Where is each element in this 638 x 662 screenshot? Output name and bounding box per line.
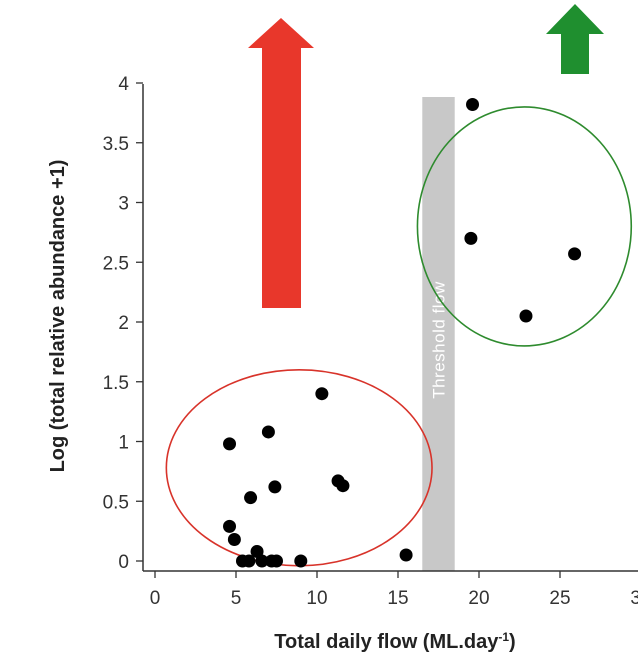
x-tick-label: 10 (306, 588, 327, 609)
x-tick-label: 30 (630, 588, 638, 609)
threshold-label: Threshold flow (430, 281, 449, 399)
x-tick-label: 25 (549, 588, 570, 609)
data-point (519, 309, 533, 323)
y-tick-label: 3 (118, 194, 129, 215)
x-tick-label: 5 (231, 588, 242, 609)
data-point (255, 554, 269, 568)
y-tick-label: 1.5 (103, 373, 129, 394)
x-tick-label: 20 (468, 588, 489, 609)
y-tick-label: 4 (118, 74, 129, 95)
data-point (223, 437, 237, 451)
data-point (399, 548, 413, 562)
data-point (244, 491, 258, 505)
data-point (268, 480, 282, 494)
y-tick-label: 0 (118, 552, 129, 573)
data-point (261, 425, 275, 439)
data-point (464, 231, 478, 245)
x-axis-title: Total daily flow (ML.day-1) (274, 630, 515, 653)
data-point (223, 519, 237, 533)
data-point (568, 247, 582, 261)
data-point (270, 554, 283, 568)
y-axis-title: Log (total relative abundance +1) (47, 160, 69, 473)
y-tick-label: 1 (118, 433, 129, 454)
data-point (336, 479, 350, 493)
green-up-arrow-icon (546, 4, 604, 74)
data-point (250, 544, 264, 558)
y-tick-label: 3.5 (103, 134, 129, 155)
y-tick-label: 2.5 (103, 253, 129, 274)
high-group-ellipse (416, 106, 633, 347)
low-group-ellipse (165, 369, 433, 567)
data-point (227, 532, 241, 546)
data-point (242, 554, 256, 568)
data-point (294, 554, 308, 568)
red-up-arrow-icon (248, 18, 314, 308)
y-tick-label: 2 (118, 313, 129, 334)
y-tick-label: 0.5 (103, 492, 129, 513)
x-tick-label: 15 (387, 588, 408, 609)
data-point (466, 98, 480, 112)
x-tick-label: 0 (150, 588, 161, 609)
data-point (315, 387, 329, 401)
